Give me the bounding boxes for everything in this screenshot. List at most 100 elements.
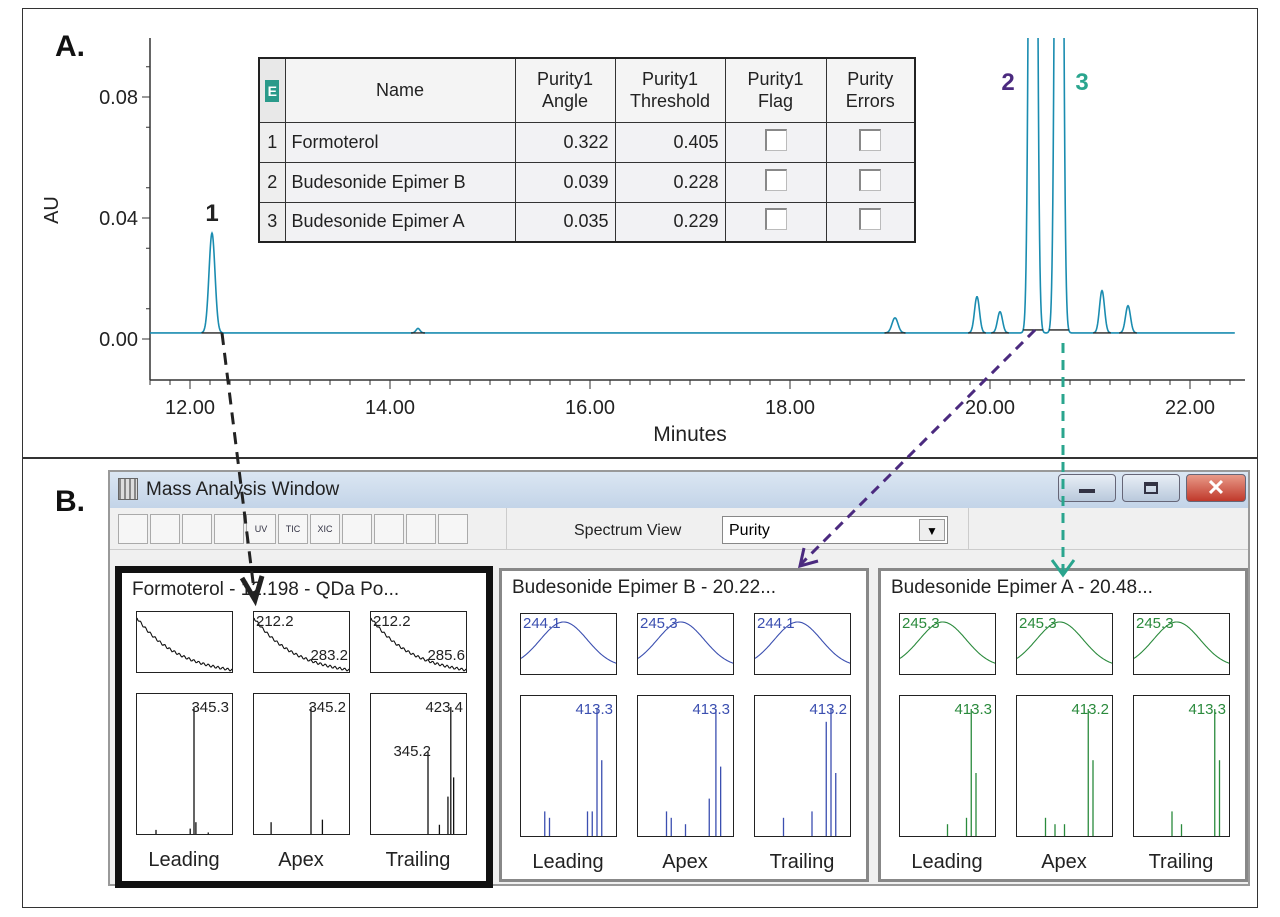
toolbar-button-2[interactable] — [182, 514, 212, 544]
table-row[interactable]: 3 Budesonide Epimer A 0.035 0.229 — [258, 201, 916, 243]
toolbar-button-10[interactable] — [438, 514, 468, 544]
mass-spectrum: 413.3 — [1133, 695, 1230, 837]
cell-name: Formoterol — [284, 121, 516, 163]
section-divider — [22, 457, 1258, 459]
mass-spectrum: 345.3 — [136, 693, 233, 835]
spectrum-caption: Leading — [532, 851, 604, 873]
table-row[interactable]: 2 Budesonide Epimer B 0.039 0.228 — [258, 161, 916, 203]
uv-trace — [137, 617, 232, 672]
chromatogram: 0.00 0.04 0.08 12.00 14.00 16.00 18.00 20.00 22.… — [41, 38, 1245, 446]
cell-threshold: 0.405 — [614, 121, 726, 163]
uv-max-label: 283.2 — [310, 647, 348, 664]
window-app-icon — [118, 478, 138, 500]
mass-spectrum: 413.3 — [637, 695, 734, 837]
table-corner: E — [258, 57, 286, 123]
cell-angle: 0.035 — [514, 201, 616, 243]
flag-checkbox[interactable] — [764, 128, 787, 151]
window-titlebar[interactable]: Mass Analysis Window ✕ — [110, 472, 1248, 508]
panel-title: Budesonide Epimer B - 20.22... — [512, 577, 777, 598]
panel-title: Formoterol - 12.198 - QDa Po... — [132, 579, 400, 600]
cell-name: Budesonide Epimer B — [284, 161, 516, 203]
uv-max-label: 212.2 — [256, 613, 294, 630]
uv-trace — [638, 621, 733, 664]
toolbar-button-0[interactable] — [118, 514, 148, 544]
peak-label: 1 — [205, 200, 218, 227]
mass-spectrum: 413.2 — [754, 695, 851, 837]
spectrum-panel[interactable]: Formoterol - 12.198 - QDa Po... 345.3 Lead… — [115, 566, 493, 888]
toolbar-button-3[interactable] — [214, 514, 244, 544]
uv-spectrum: 245.3 — [1133, 613, 1230, 675]
uv-trace — [521, 621, 616, 664]
toolbar-button-8[interactable] — [374, 514, 404, 544]
toolbar-button-4[interactable]: UV — [246, 514, 276, 544]
spectrum-caption: Trailing — [1148, 851, 1214, 873]
cell-threshold: 0.228 — [614, 161, 726, 203]
spectrum-view-value: Purity — [729, 522, 770, 539]
spectrum-panel[interactable]: Budesonide Epimer A - 20.48... 245.3 413.3… — [878, 568, 1248, 882]
flag-checkbox[interactable] — [764, 168, 787, 191]
uv-max-label: 245.3 — [640, 615, 678, 632]
errors-checkbox[interactable] — [859, 168, 882, 191]
mass-analysis-window: Mass Analysis Window ✕ UV TIC XIC Spectrum… — [108, 470, 1250, 888]
chevron-down-icon[interactable]: ▼ — [919, 519, 945, 541]
spectrum-view-select[interactable]: Purity ▼ — [722, 516, 948, 544]
toolbar-button-6[interactable]: XIC — [310, 514, 340, 544]
spectrum-caption: Leading — [911, 851, 983, 873]
close-icon: ✕ — [1206, 475, 1226, 500]
ms-peak-label: 423.4 — [425, 699, 463, 716]
peak-label: 2 — [1001, 69, 1014, 96]
uv-spectrum: 212.2 285.6 — [370, 611, 467, 673]
uv-chromatogram-icon: UV — [254, 524, 268, 534]
spectrum-view-label: Spectrum View — [574, 522, 682, 539]
mass-spectrum: 413.3 — [899, 695, 996, 837]
close-button[interactable]: ✕ — [1186, 474, 1246, 502]
mass-spectrum: 413.3 — [520, 695, 617, 837]
uv-trace — [755, 621, 850, 664]
toolbar-button-5[interactable]: TIC — [278, 514, 308, 544]
uv-trace — [254, 617, 349, 672]
mass-spectrum: 413.2 — [1016, 695, 1113, 837]
panel-title: Budesonide Epimer A - 20.48... — [891, 577, 1153, 598]
row-index: 1 — [258, 121, 286, 163]
ms-peak-label: 345.2 — [393, 743, 431, 760]
ms-peak-label: 345.3 — [191, 699, 229, 716]
col-name[interactable]: Name — [284, 57, 516, 123]
chromatogram-trace — [150, 38, 1235, 334]
xic-chromatogram-icon: XIC — [317, 524, 333, 534]
y-tick-label: 0.04 — [99, 208, 138, 230]
uv-spectrum: 245.3 — [637, 613, 734, 675]
uv-max-label: 244.1 — [757, 615, 795, 632]
table-row[interactable]: 1 Formoterol 0.322 0.405 — [258, 121, 916, 163]
spectrum-panel[interactable]: Budesonide Epimer B - 20.22... 244.1 413.3… — [499, 568, 869, 882]
uv-spectrum: 244.1 — [754, 613, 851, 675]
uv-spectrum: 212.2 283.2 — [253, 611, 350, 673]
maximize-button[interactable] — [1122, 474, 1180, 502]
toolbar-button-9[interactable] — [406, 514, 436, 544]
errors-checkbox[interactable] — [859, 128, 882, 151]
errors-checkbox[interactable] — [859, 208, 882, 231]
uv-spectrum: 245.3 — [899, 613, 996, 675]
col-angle[interactable]: Purity1 Angle — [514, 57, 616, 123]
toolbar-buttons: UV TIC XIC — [118, 514, 470, 544]
cell-name: Budesonide Epimer A — [284, 201, 516, 243]
minimize-icon — [1079, 489, 1095, 493]
uv-max-label: 245.3 — [1136, 615, 1174, 632]
section-a-label: A. — [55, 30, 85, 63]
toolbar-button-1[interactable] — [150, 514, 180, 544]
col-flag[interactable]: Purity1 Flag — [724, 57, 827, 123]
uv-max-label: 285.6 — [427, 647, 465, 664]
cell-threshold: 0.229 — [614, 201, 726, 243]
minimize-button[interactable] — [1058, 474, 1116, 502]
ms-peak-label: 413.2 — [1071, 701, 1109, 718]
col-threshold[interactable]: Purity1 Threshold — [614, 57, 726, 123]
spectrum-caption: Trailing — [385, 849, 451, 871]
uv-max-label: 212.2 — [373, 613, 411, 630]
row-index: 3 — [258, 201, 286, 243]
toolbar-button-7[interactable] — [342, 514, 372, 544]
spectrum-caption: Trailing — [769, 851, 835, 873]
spectrum-caption: Apex — [278, 849, 324, 871]
flag-checkbox[interactable] — [764, 208, 787, 231]
col-errors[interactable]: Purity Errors — [825, 57, 916, 123]
spectrum-caption: Leading — [148, 849, 220, 871]
peak-label: 3 — [1075, 69, 1088, 96]
